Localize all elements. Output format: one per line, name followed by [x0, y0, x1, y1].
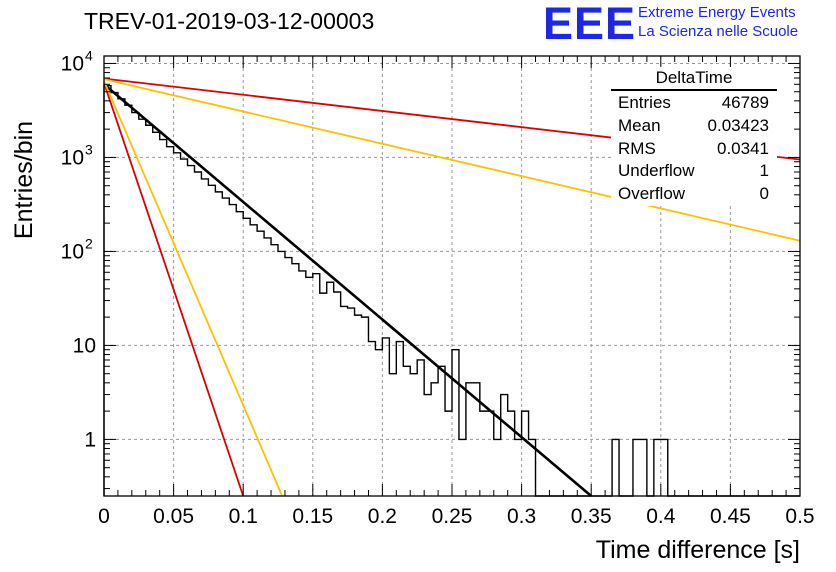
x-tick-label: 0.5	[785, 505, 814, 528]
x-tick-label: 0.25	[432, 505, 473, 528]
stats-value: 46789	[721, 93, 769, 112]
x-tick-label: 0.4	[646, 505, 676, 528]
x-tick-label: 0	[98, 505, 110, 528]
series-line	[103, 83, 593, 497]
x-tick-label: 0.2	[368, 505, 397, 528]
stats-row: Mean 0.03423	[611, 115, 777, 138]
series-line	[103, 82, 245, 497]
stats-value: 0.03423	[707, 115, 769, 135]
x-tick-label: 0.35	[571, 505, 612, 528]
stats-label: Entries	[618, 93, 671, 112]
stats-row: RMS 0.0341	[611, 138, 777, 161]
y-tick-exponent: 4	[85, 47, 93, 63]
logo-line-1: Extreme Energy Events	[638, 4, 796, 21]
stats-row: Entries 46789	[611, 92, 777, 115]
chart-title: TREV-01-2019-03-12-00003	[84, 8, 375, 34]
axis-ticks	[103, 56, 801, 496]
stats-title: DeltaTime	[611, 67, 777, 91]
y-tick-label: 10	[61, 146, 84, 169]
stats-label: RMS	[618, 138, 656, 158]
y-tick-label: 10	[73, 334, 96, 357]
series-line	[103, 80, 284, 497]
logo-caption: Extreme Energy Events La Scienza nelle S…	[638, 3, 798, 41]
chart-series	[103, 77, 801, 497]
stats-row: Underflow 1	[611, 160, 777, 183]
y-tick-exponent: 2	[85, 235, 93, 251]
stats-value: 1	[759, 161, 769, 181]
stats-value: 0.0341	[717, 138, 769, 158]
stats-value: 0	[759, 184, 769, 204]
logo-line-2: La Scienza nelle Scuole	[638, 23, 799, 40]
x-tick-label: 0.05	[153, 505, 194, 528]
stats-box: DeltaTime Entries 46789 Mean 0.03423 RMS 0.03…	[611, 67, 777, 206]
x-tick-label: 0.45	[710, 505, 751, 528]
x-tick-label: 0.1	[229, 505, 258, 528]
x-tick-label: 0.15	[292, 505, 333, 528]
x-axis-label: Time difference [s]	[596, 536, 800, 564]
y-axis-label: Entries/bin	[10, 121, 38, 239]
eee-logo: EEE	[543, 0, 637, 49]
x-tick-label: 0.3	[507, 505, 536, 528]
stats-label: Underflow	[618, 161, 695, 181]
stats-label: Overflow	[618, 184, 686, 204]
stats-label: Mean	[618, 115, 661, 135]
y-tick-exponent: 3	[85, 141, 93, 157]
series-line	[103, 78, 801, 242]
y-tick-label: 10	[61, 52, 84, 75]
tick-labels: 0 0.05 0.1 0.15 0.2 0.25 0.3 0.35 0.4 0.45 0.51101…	[61, 47, 815, 528]
y-tick-label: 10	[61, 240, 84, 263]
stats-row: Overflow 0	[611, 183, 777, 206]
y-tick-label: 1	[84, 428, 96, 451]
histogram	[103, 84, 800, 497]
